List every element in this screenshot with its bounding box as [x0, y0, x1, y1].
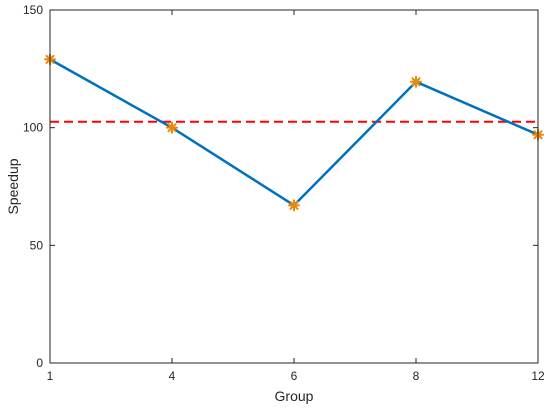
y-tick-label: 50 [30, 238, 44, 252]
y-tick-label: 100 [23, 121, 43, 135]
marker-stroke [411, 77, 421, 87]
plot-area [50, 10, 538, 363]
marker-stroke [167, 123, 177, 133]
x-tick-label: 4 [169, 369, 176, 383]
x-tick-label: 1 [47, 369, 54, 383]
data-point-8 [410, 75, 422, 88]
x-tick-label: 6 [291, 369, 298, 383]
data-point-6 [288, 199, 300, 212]
y-axis-label: Speedup [5, 158, 21, 214]
x-tick-label: 12 [531, 369, 545, 383]
plot-background [50, 10, 538, 363]
data-point-4 [166, 121, 178, 134]
y-tick-label: 150 [23, 3, 43, 17]
axes [49, 9, 539, 364]
tick-labels: 1 4 6 8 12 0 50 100 150 [23, 3, 545, 383]
marker-stroke [289, 200, 299, 210]
x-axis-label: Group [275, 388, 314, 404]
x-tick-label: 8 [413, 369, 420, 383]
y-tick-label: 0 [36, 356, 43, 370]
